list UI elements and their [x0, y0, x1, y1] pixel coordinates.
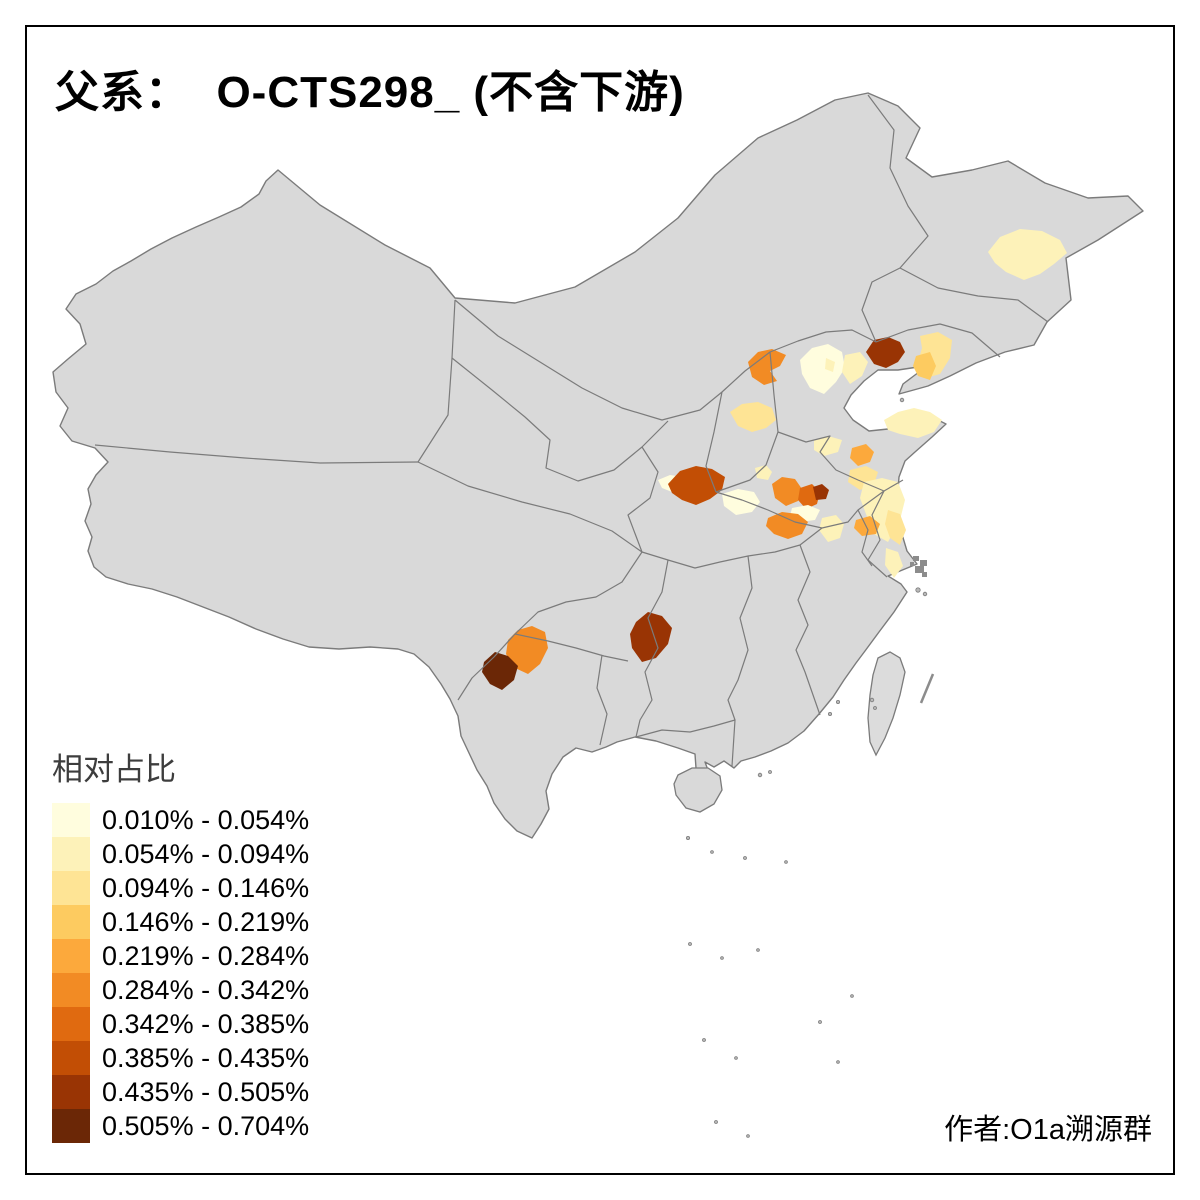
legend-swatch: [52, 871, 90, 905]
legend-row: 0.505% - 0.704%: [52, 1109, 309, 1143]
legend-title: 相对占比: [52, 752, 176, 787]
legend-swatch: [52, 803, 90, 837]
legend-label: 0.435% - 0.505%: [102, 1076, 310, 1107]
legend-row: 0.219% - 0.284%: [52, 939, 309, 973]
map-region-r12: [850, 444, 874, 466]
legend-swatch: [52, 1007, 90, 1041]
legend-swatch: [52, 1041, 90, 1075]
map-region-r02: [866, 337, 905, 368]
islets: [686, 397, 935, 1138]
map-region-r21: [722, 489, 760, 515]
legend-row: 0.284% - 0.342%: [52, 973, 309, 1007]
map-region-r11: [884, 408, 942, 438]
legend-label: 0.094% - 0.146%: [102, 872, 310, 903]
legend-label: 0.342% - 0.385%: [102, 1008, 310, 1039]
map-region-r27: [819, 515, 844, 542]
map-region-r08: [842, 352, 868, 384]
legend-swatch: [52, 1109, 90, 1143]
mainland-outline: [52, 92, 1144, 839]
legend-row: 0.435% - 0.505%: [52, 1075, 309, 1109]
map-region-r04: [913, 352, 936, 380]
province-borders: [94, 94, 1049, 767]
legend-label: 0.219% - 0.284%: [102, 940, 310, 971]
map-region-r17: [885, 548, 903, 578]
legend-swatch: [52, 1075, 90, 1109]
legend-row: 0.146% - 0.219%: [52, 905, 309, 939]
legend-label: 0.054% - 0.094%: [102, 838, 310, 869]
taiwan-island: [867, 651, 906, 757]
legend-row: 0.342% - 0.385%: [52, 1007, 309, 1041]
legend-label: 0.284% - 0.342%: [102, 974, 310, 1005]
legend-label: 0.505% - 0.704%: [102, 1110, 310, 1141]
legend-row: 0.385% - 0.435%: [52, 1041, 309, 1075]
legend-row: 0.054% - 0.094%: [52, 837, 309, 871]
legend-label: 0.146% - 0.219%: [102, 906, 310, 937]
map-region-r05: [748, 349, 786, 385]
legend-swatch: [52, 837, 90, 871]
legend-swatch: [52, 973, 90, 1007]
choropleth-regions: [482, 229, 1067, 690]
map-region-r24: [813, 484, 829, 500]
attribution: 作者:O1a溯源群: [944, 1114, 1152, 1146]
legend-row: 0.094% - 0.146%: [52, 871, 309, 905]
map-region-r18: [755, 465, 772, 480]
map-region-r07: [825, 358, 835, 372]
map-region-r26: [766, 512, 808, 539]
legend-swatch: [52, 905, 90, 939]
map-region-r06: [800, 344, 845, 394]
legend-rows: 0.010% - 0.054% 0.054% - 0.094% 0.094% -…: [52, 803, 309, 1143]
legend-row: 0.010% - 0.054%: [52, 803, 309, 837]
map-region-r09: [730, 402, 776, 432]
map-region-r28: [506, 626, 548, 674]
hainan-island: [673, 767, 723, 813]
legend-label: 0.010% - 0.054%: [102, 804, 310, 835]
page-title: 父系： O-CTS298_ (不含下游): [55, 68, 685, 117]
map-region-r22: [772, 477, 802, 506]
map-region-r16: [885, 510, 906, 545]
map-region-r20: [668, 466, 725, 505]
legend: 相对占比 0.010% - 0.054% 0.054% - 0.094% 0.0…: [52, 744, 309, 1143]
legend-label: 0.385% - 0.435%: [102, 1042, 310, 1073]
map-region-r01: [988, 229, 1067, 280]
map-region-r30: [630, 612, 672, 662]
legend-swatch: [52, 939, 90, 973]
shanghai-cluster: [910, 556, 927, 577]
map-region-r29: [482, 652, 518, 690]
